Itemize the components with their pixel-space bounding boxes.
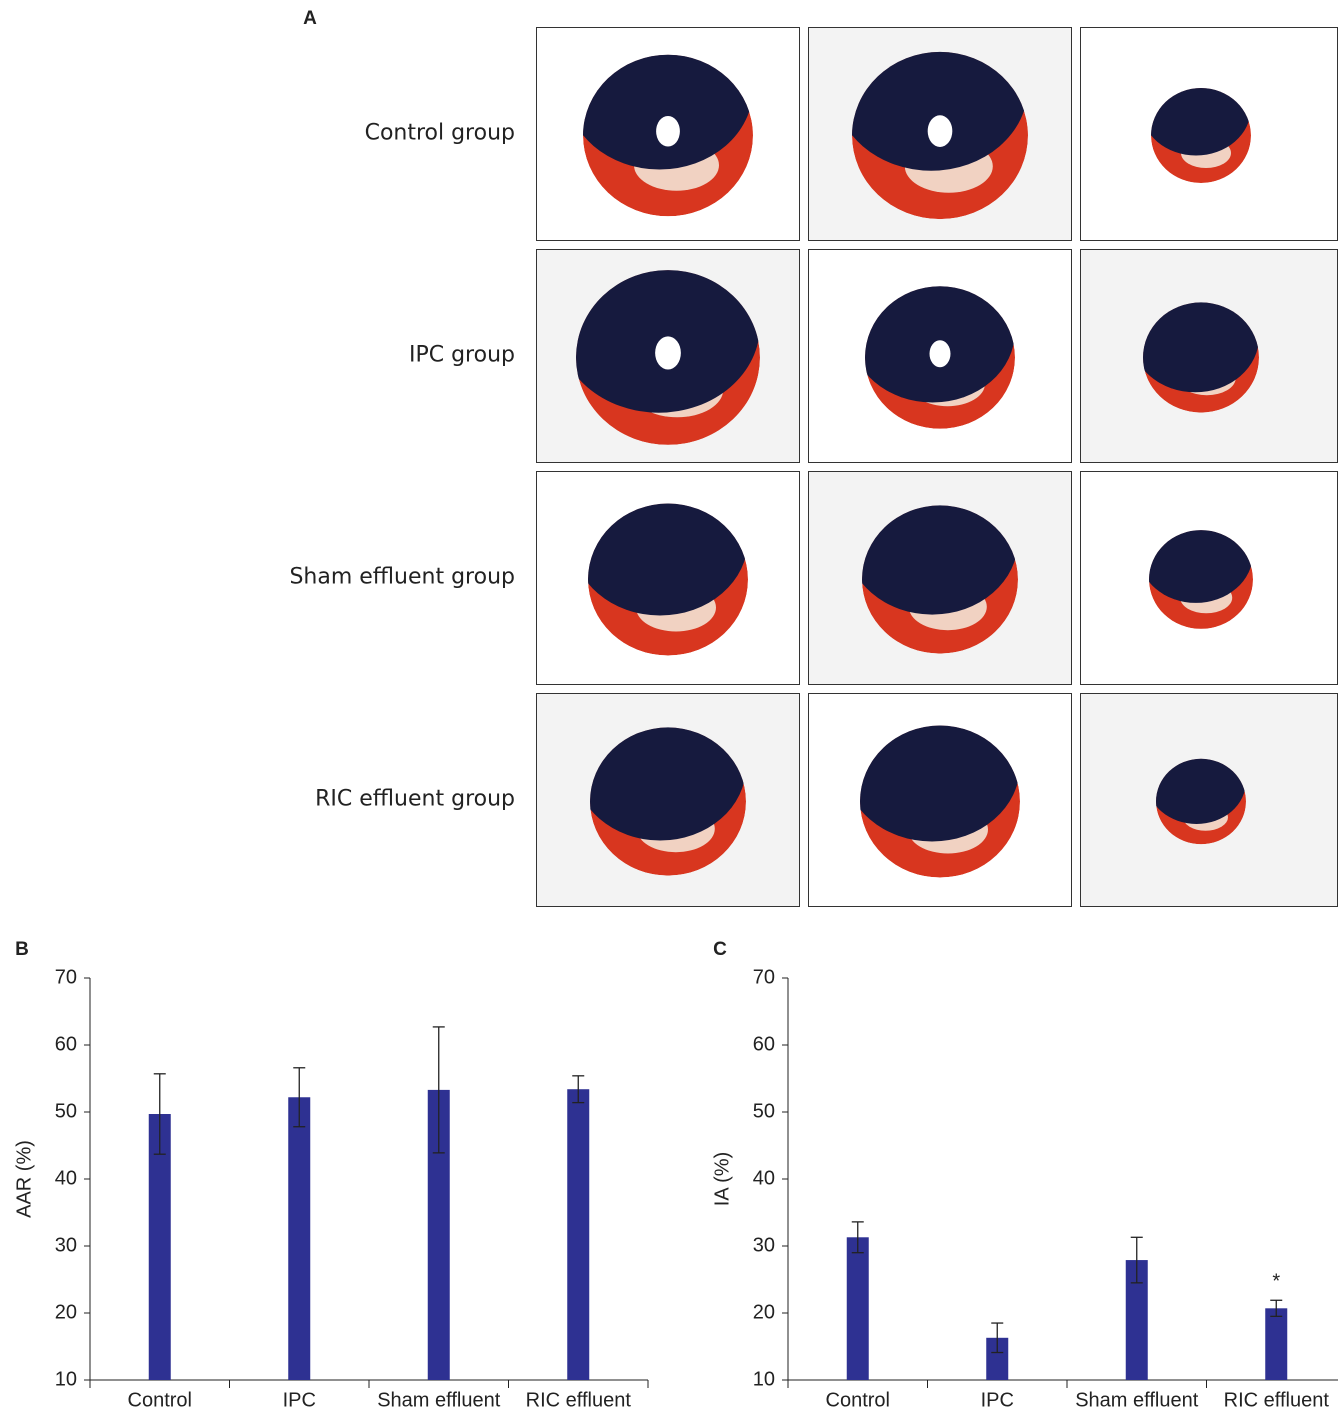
y-tick-label: 70 <box>55 966 77 988</box>
figure: A Control group IPC group Sham effluent gr… <box>0 0 1338 1411</box>
y-axis-label: IA (%) <box>711 1152 733 1206</box>
x-tick-label: Sham effluent <box>1075 1389 1198 1411</box>
bar <box>1265 1308 1287 1380</box>
x-tick-label: IPC <box>981 1389 1014 1411</box>
y-tick-label: 20 <box>55 1301 77 1323</box>
x-tick-label: RIC effluent <box>1224 1389 1330 1411</box>
y-tick-label: 70 <box>753 966 775 988</box>
panel-label: C <box>713 939 727 960</box>
x-tick-label: Sham effluent <box>377 1389 500 1411</box>
lumen <box>655 336 681 369</box>
y-tick-label: 30 <box>753 1234 775 1256</box>
row-label: Control group <box>365 121 515 146</box>
y-tick-label: 40 <box>55 1167 77 1189</box>
lumen <box>928 115 953 147</box>
lumen <box>656 116 680 147</box>
y-tick-label: 40 <box>753 1167 775 1189</box>
y-tick-label: 60 <box>55 1033 77 1055</box>
x-tick-label: IPC <box>283 1389 316 1411</box>
row-label: Sham effluent group <box>289 565 515 590</box>
lumen <box>930 340 951 367</box>
x-tick-label: Control <box>826 1389 890 1411</box>
bar <box>847 1237 869 1380</box>
bar <box>288 1097 310 1380</box>
row-label: RIC effluent group <box>315 787 515 812</box>
y-tick-label: 10 <box>55 1368 77 1390</box>
bar <box>567 1089 589 1380</box>
x-tick-label: RIC effluent <box>526 1389 632 1411</box>
y-axis-label: AAR (%) <box>13 1140 35 1218</box>
y-tick-label: 50 <box>55 1100 77 1122</box>
x-tick-label: Control <box>128 1389 192 1411</box>
y-tick-label: 30 <box>55 1234 77 1256</box>
y-tick-label: 60 <box>753 1033 775 1055</box>
panel-label: A <box>303 8 317 29</box>
panel-label: B <box>15 939 29 960</box>
annotation: * <box>1272 1271 1280 1293</box>
y-tick-label: 10 <box>753 1368 775 1390</box>
y-tick-label: 50 <box>753 1100 775 1122</box>
y-tick-label: 20 <box>753 1301 775 1323</box>
row-label: IPC group <box>409 343 515 368</box>
